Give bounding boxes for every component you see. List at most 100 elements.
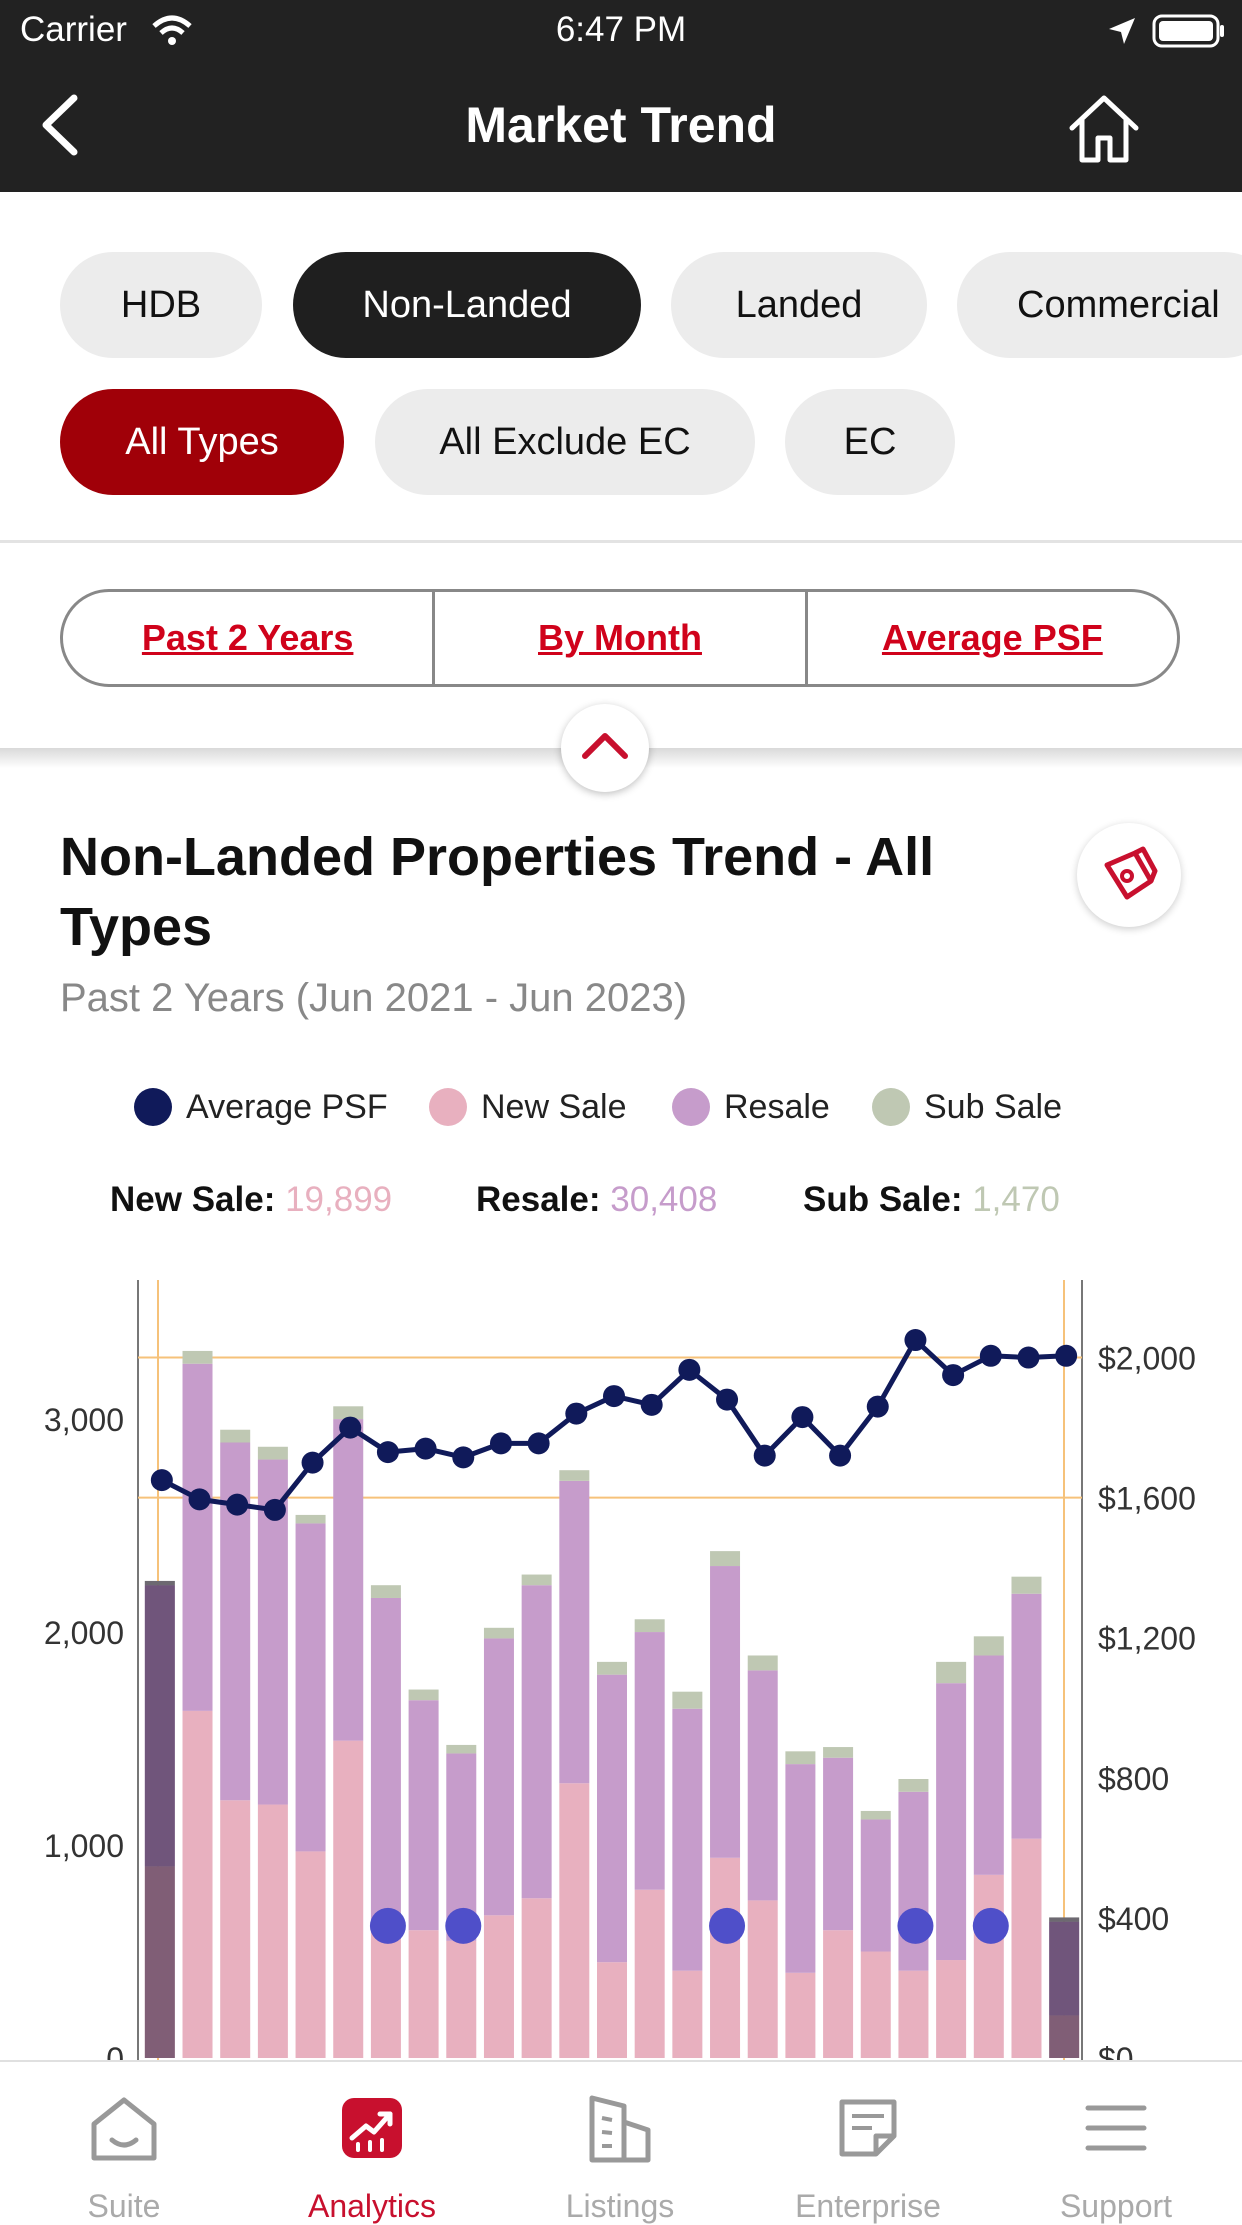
bar-resale — [634, 1632, 665, 1890]
legend-label: Average PSF — [186, 1088, 388, 1126]
type-filter-ec[interactable]: EC — [785, 389, 955, 495]
bar-new-sale — [936, 1960, 967, 2058]
bottom-tab-bar: Suite Analytics Listings Enterprise Supp… — [0, 2060, 1242, 2224]
bar-new-sale — [521, 1898, 552, 2058]
selection-marker — [897, 1907, 934, 1944]
bar-sub-sale — [1011, 1576, 1042, 1594]
tab-suite[interactable]: Suite — [0, 2062, 248, 2224]
collapse-filters-button[interactable] — [561, 704, 649, 792]
bar-sub-sale — [220, 1429, 251, 1443]
property-tab-commercial[interactable]: Commercial — [957, 252, 1242, 358]
building-icon — [589, 2095, 651, 2163]
bar-sub-sale — [860, 1810, 891, 1820]
bar-new-sale — [408, 1930, 439, 2058]
tab-listings[interactable]: Listings — [496, 2062, 744, 2224]
wifi-icon — [152, 15, 192, 45]
bar-new-sale — [898, 1970, 929, 2058]
selection-marker — [972, 1907, 1009, 1944]
average-psf-point — [226, 1493, 249, 1516]
bar-sub-sale — [936, 1661, 967, 1684]
legend-swatch — [672, 1088, 710, 1126]
bar-sub-sale — [672, 1691, 703, 1709]
average-psf-point — [866, 1395, 889, 1418]
y-right-tick-label: $1,600 — [1098, 1481, 1196, 1517]
bar-resale — [182, 1363, 213, 1711]
tab-support[interactable]: Support — [992, 2062, 1240, 2224]
average-psf-point — [716, 1388, 739, 1411]
bar-sub-sale — [597, 1661, 627, 1675]
bar-sub-sale — [257, 1446, 288, 1460]
average-psf-point — [263, 1498, 286, 1521]
bar-resale — [936, 1683, 967, 1961]
bar-sub-sale — [747, 1655, 778, 1671]
legend-label: Sub Sale — [924, 1088, 1062, 1126]
trend-chart[interactable]: 0 1,000 2,000 3,000 $0 $400 $800 $1,200 $1,600 $2… — [0, 1270, 1242, 2060]
bar-new-sale — [483, 1915, 514, 2058]
period-selector[interactable]: Past 2 Years — [141, 617, 354, 658]
tab-label: Enterprise — [795, 2188, 941, 2224]
property-tab-hdb[interactable]: HDB — [60, 252, 262, 358]
bar-new-sale — [597, 1962, 627, 2058]
bar-new-sale — [860, 1951, 891, 2058]
tab-analytics[interactable]: Analytics — [248, 2062, 496, 2224]
average-psf-point — [301, 1451, 324, 1474]
chevron-up-icon — [582, 733, 628, 759]
legend-swatch — [134, 1088, 172, 1126]
bar-new-sale — [446, 1940, 477, 2058]
y-left-tick-label: 0 — [106, 2041, 124, 2060]
tab-label: Support — [1059, 2188, 1173, 2224]
pen-tool-icon — [1104, 846, 1158, 900]
bar-new-sale — [370, 1930, 401, 2058]
average-psf-point — [150, 1469, 173, 1492]
bar-sub-sale — [823, 1747, 854, 1758]
options-segmented-control: Past 2 Years By Month Average PSF — [60, 589, 1180, 687]
bar-resale — [295, 1523, 326, 1852]
bar-resale — [521, 1585, 552, 1899]
property-tab-non-landed[interactable]: Non-Landed — [293, 252, 641, 358]
selection-marker — [445, 1907, 482, 1944]
bar-new-sale — [747, 1900, 778, 2058]
average-psf-point — [188, 1488, 211, 1511]
home-icon[interactable] — [1064, 88, 1144, 168]
average-psf-point — [527, 1432, 550, 1455]
bar-sub-sale — [483, 1627, 514, 1639]
average-psf-point — [452, 1446, 475, 1469]
bar-new-sale — [710, 1857, 741, 2058]
bar-new-sale — [257, 1804, 288, 2058]
navigation-bar: Market Trend — [0, 62, 1242, 192]
bar-highlight-overlay — [1049, 1917, 1080, 2058]
y-left-tick-label: 2,000 — [44, 1615, 124, 1651]
bar-sub-sale — [898, 1779, 929, 1792]
bar-sub-sale — [446, 1744, 477, 1754]
bar-resale — [710, 1566, 741, 1858]
y-right-tick-label: $800 — [1098, 1761, 1169, 1797]
property-tab-landed[interactable]: Landed — [671, 252, 927, 358]
bar-resale — [672, 1708, 703, 1971]
bar-new-sale — [333, 1740, 364, 2058]
bar-resale — [370, 1597, 401, 1931]
average-psf-point — [603, 1385, 625, 1408]
total-label: Resale: — [476, 1180, 601, 1219]
tab-label: Suite — [87, 2188, 161, 2224]
bar-new-sale — [973, 1874, 1004, 2058]
y-right-tick-label: $1,200 — [1098, 1621, 1196, 1657]
note-icon — [839, 2099, 897, 2157]
total-label: New Sale: — [110, 1180, 276, 1219]
total-new-sale: New Sale: 19,899 — [110, 1180, 392, 1220]
bar-new-sale — [559, 1783, 590, 2058]
carrier-label: Carrier — [20, 10, 127, 49]
bar-resale — [898, 1791, 929, 1971]
draw-tool-button[interactable] — [1077, 823, 1181, 927]
tab-label: Analytics — [307, 2188, 437, 2224]
type-filter-all-exclude-ec[interactable]: All Exclude EC — [375, 389, 755, 495]
y-right-tick-label: $2,000 — [1098, 1341, 1196, 1377]
bar-resale — [597, 1674, 627, 1963]
bar-sub-sale — [710, 1551, 741, 1567]
metric-selector[interactable]: Average PSF — [804, 592, 1177, 684]
page-title: Market Trend — [465, 97, 777, 153]
type-filter-all-types[interactable]: All Types — [60, 389, 344, 495]
back-chevron-icon[interactable] — [30, 90, 100, 160]
tab-enterprise[interactable]: Enterprise — [744, 2062, 992, 2224]
grouping-selector[interactable]: By Month — [432, 592, 804, 684]
analytics-icon — [342, 2098, 402, 2158]
